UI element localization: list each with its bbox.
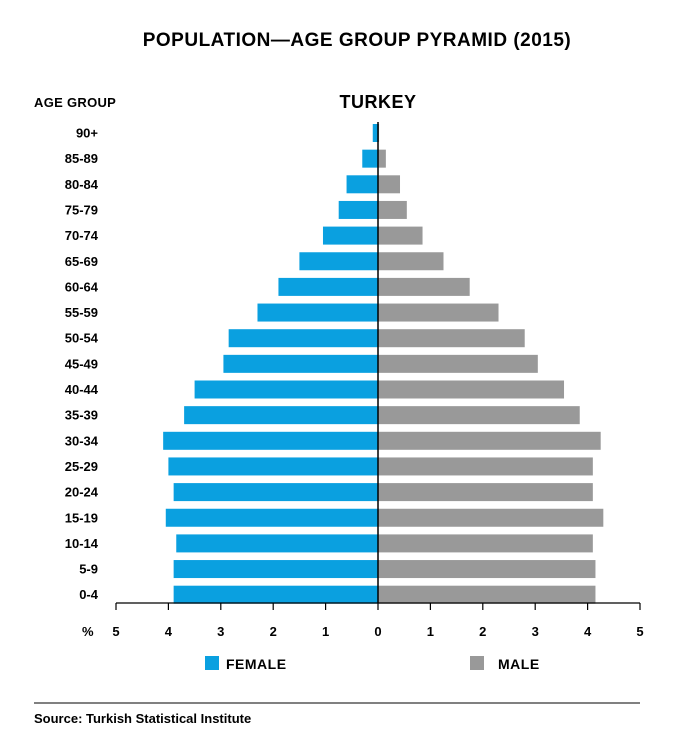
legend-female-swatch — [205, 656, 219, 670]
bar-female-10-14 — [176, 534, 378, 553]
bar-male-80-84 — [378, 175, 401, 194]
age-group-label: 0-4 — [79, 587, 99, 602]
bar-male-35-39 — [378, 406, 580, 425]
age-group-label: 60-64 — [65, 279, 99, 294]
bar-female-25-29 — [168, 457, 378, 476]
bar-male-70-74 — [378, 226, 423, 245]
age-group-label: 85-89 — [65, 151, 98, 166]
bar-female-15-19 — [165, 508, 378, 527]
x-tick-label: 1 — [322, 624, 329, 639]
age-group-label: 10-14 — [65, 536, 99, 551]
bar-female-0-4 — [173, 585, 378, 604]
age-group-label: 30-34 — [65, 433, 99, 448]
bar-female-35-39 — [184, 406, 378, 425]
bar-female-20-24 — [173, 483, 378, 502]
bar-female-40-44 — [194, 380, 378, 399]
age-group-label: 5-9 — [79, 562, 98, 577]
bar-female-60-64 — [278, 277, 378, 296]
x-axis-label: % — [82, 624, 94, 639]
bar-male-10-14 — [378, 534, 593, 553]
bars — [163, 124, 604, 604]
x-tick-label: 2 — [479, 624, 486, 639]
x-tick-label: 1 — [427, 624, 434, 639]
bar-male-0-4 — [378, 585, 596, 604]
legend-female-label: FEMALE — [226, 656, 287, 672]
bar-male-55-59 — [378, 303, 499, 322]
age-group-label: 35-39 — [65, 408, 98, 423]
bar-male-65-69 — [378, 252, 444, 271]
bar-male-85-89 — [378, 149, 386, 168]
age-group-label: 65-69 — [65, 254, 98, 269]
age-group-label: 70-74 — [65, 228, 99, 243]
age-group-label: 25-29 — [65, 459, 98, 474]
bar-male-25-29 — [378, 457, 593, 476]
bar-female-80-84 — [346, 175, 378, 194]
bar-male-15-19 — [378, 508, 604, 527]
legend-male-label: MALE — [498, 656, 540, 672]
bar-male-45-49 — [378, 354, 538, 373]
age-group-label: 20-24 — [65, 485, 99, 500]
bar-female-30-34 — [163, 431, 378, 450]
chart-subtitle: TURKEY — [339, 92, 416, 112]
age-group-label: 55-59 — [65, 305, 98, 320]
x-tick-label: 0 — [374, 624, 381, 639]
bar-female-50-54 — [228, 329, 378, 348]
bar-male-75-79 — [378, 200, 407, 219]
bar-female-45-49 — [223, 354, 378, 373]
x-tick-label: 4 — [584, 624, 592, 639]
bar-female-85-89 — [362, 149, 378, 168]
x-tick-label: 5 — [112, 624, 119, 639]
source-note: Source: Turkish Statistical Institute — [34, 711, 251, 726]
age-group-label: 90+ — [76, 126, 98, 141]
age-group-label: 15-19 — [65, 510, 98, 525]
bar-female-5-9 — [173, 560, 378, 579]
age-group-label: 50-54 — [65, 331, 99, 346]
age-group-label: 75-79 — [65, 202, 98, 217]
bar-male-40-44 — [378, 380, 565, 399]
legend-male-swatch — [470, 656, 484, 670]
x-tick-label: 4 — [165, 624, 173, 639]
bar-male-30-34 — [378, 431, 601, 450]
legend: FEMALE MALE — [205, 656, 540, 672]
age-group-label: 40-44 — [65, 382, 99, 397]
age-group-label: 45-49 — [65, 356, 98, 371]
bar-female-90+ — [372, 124, 378, 142]
bar-male-60-64 — [378, 277, 470, 296]
bar-male-20-24 — [378, 483, 593, 502]
chart-title: POPULATION—AGE GROUP PYRAMID (2015) — [143, 30, 572, 51]
x-tick-label: 5 — [636, 624, 643, 639]
bar-female-70-74 — [322, 226, 378, 245]
x-tick-label: 2 — [270, 624, 277, 639]
bar-female-55-59 — [257, 303, 378, 322]
x-tick-label: 3 — [217, 624, 224, 639]
bar-male-50-54 — [378, 329, 525, 348]
bar-male-5-9 — [378, 560, 596, 579]
y-axis-label: AGE GROUP — [34, 95, 116, 110]
x-axis: 5 4 3 2 1 0 1 2 3 4 5 — [112, 602, 644, 639]
bar-female-65-69 — [299, 252, 378, 271]
x-tick-label: 3 — [532, 624, 539, 639]
age-group-label: 80-84 — [65, 177, 99, 192]
category-labels: 90+ 85-89 80-84 75-79 70-74 65-69 60-64 55-59 50… — [65, 126, 99, 603]
bar-female-75-79 — [338, 200, 378, 219]
